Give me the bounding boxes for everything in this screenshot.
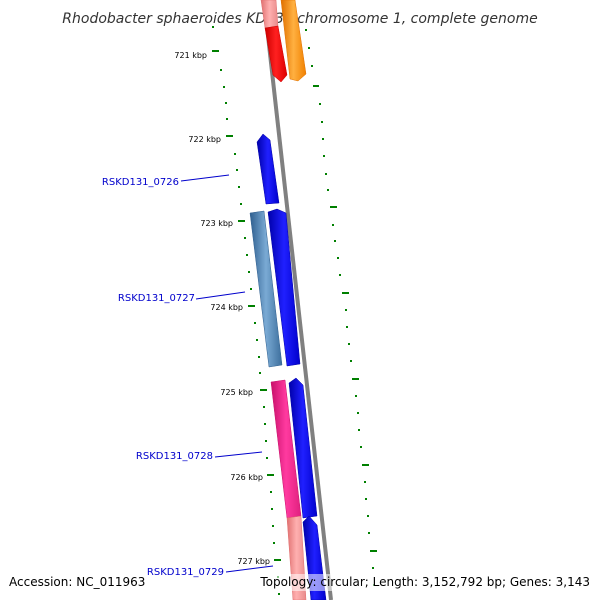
footer-bg <box>260 574 600 591</box>
gene-rskd131-0726[interactable] <box>256 133 280 205</box>
gene-red[interactable] <box>264 25 288 83</box>
gene-label-leaders <box>180 174 274 573</box>
chromosome-backbone <box>262 0 333 600</box>
tick-label: 725 kbp <box>220 388 253 397</box>
gene-labels: RSKD131_0726 RSKD131_0727 RSKD131_0728 R… <box>102 177 224 578</box>
leader-line <box>214 451 263 458</box>
ruler-labels: 721 kbp 722 kbp 723 kbp 724 kbp 725 kbp … <box>174 51 270 566</box>
gene-label-0726[interactable]: RSKD131_0726 <box>102 177 179 188</box>
tick-label: 722 kbp <box>188 135 221 144</box>
gene-label-0727[interactable]: RSKD131_0727 <box>118 293 195 304</box>
topology-text: Topology: circular; Length: 3,152,792 bp… <box>259 575 590 589</box>
inner-ruler <box>212 26 281 595</box>
gene-label-0728[interactable]: RSKD131_0728 <box>136 451 213 462</box>
outer-ruler <box>305 29 377 586</box>
tick-label: 721 kbp <box>174 51 207 60</box>
leader-line <box>195 291 246 300</box>
tick-label: 727 kbp <box>237 557 270 566</box>
gene-rskd131-0727[interactable] <box>249 210 283 368</box>
gene-label-0729[interactable]: RSKD131_0729 <box>147 567 224 578</box>
map-title: Rhodobacter sphaeroides KD131 chromosome… <box>62 11 537 27</box>
accession-text: Accession: NC_011963 <box>9 575 145 589</box>
leader-line <box>180 174 230 182</box>
tick-label: 724 kbp <box>210 303 243 312</box>
gene-rskd131-0727-forward[interactable] <box>267 208 301 367</box>
tick-label: 723 kbp <box>200 219 233 228</box>
gene-orange[interactable] <box>280 0 307 82</box>
tick-label: 726 kbp <box>230 473 263 482</box>
gene-blue-lower[interactable] <box>288 377 318 519</box>
leader-line <box>225 565 274 573</box>
